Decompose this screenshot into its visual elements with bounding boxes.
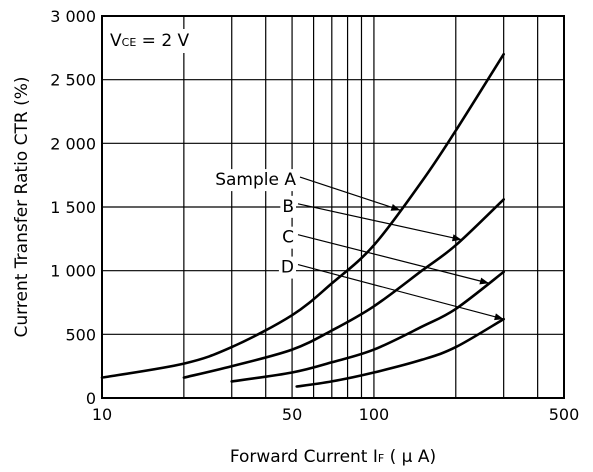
- annotation-arrow-head: [479, 277, 489, 285]
- series-curve-b: [182, 198, 505, 379]
- series-label-background: [280, 226, 296, 249]
- series-curve-a: [100, 52, 505, 379]
- series-curve-c: [230, 270, 505, 383]
- x-axis-title-subscript: F: [378, 452, 384, 465]
- series-label-background: [278, 256, 296, 279]
- y-tick-label: 2 000: [50, 134, 96, 153]
- annotation-arrow-head: [494, 313, 504, 321]
- x-tick-label: 500: [549, 405, 580, 424]
- x-axis-title-unit: ( μ A): [384, 447, 436, 467]
- series-label: B: [282, 197, 294, 217]
- x-tick-label: 50: [282, 405, 302, 424]
- series-label: D: [281, 258, 294, 278]
- condition-suffix: = 2 V: [136, 31, 189, 51]
- annotation-arrows: [297, 176, 504, 321]
- y-tick-label: 3 000: [50, 7, 96, 26]
- x-tick-labels: 10 50 100 500: [92, 405, 579, 424]
- x-axis-title-main: Forward Current I: [230, 447, 378, 467]
- y-tick-label: 2 500: [50, 71, 96, 90]
- y-tick-label: 1 500: [50, 198, 96, 217]
- series-curve-d: [295, 317, 505, 388]
- series-label-background: [213, 169, 299, 192]
- x-tick-label: 10: [92, 405, 112, 424]
- y-tick-label: 1 000: [50, 262, 96, 281]
- series-labels: Sample A BCD: [213, 169, 299, 279]
- series-label: Sample A: [215, 170, 296, 190]
- annotation-arrow-line: [297, 263, 504, 320]
- plot-frame: [101, 15, 565, 399]
- condition-label-background: [107, 29, 193, 53]
- series-curves: [100, 52, 505, 388]
- condition-prefix: V: [110, 31, 122, 51]
- y-tick-labels: 0 500 1 000 1 500 2 000 2 500 3 000: [50, 7, 96, 408]
- y-tick-label: 0: [86, 389, 96, 408]
- y-axis-title: Current Transfer Ratio CTR (%): [12, 77, 32, 338]
- annotation-arrow-head: [390, 204, 401, 211]
- series-label-background: [280, 195, 296, 218]
- condition-subscript: CE: [122, 36, 137, 49]
- annotation-arrow-line: [297, 234, 490, 284]
- annotation-arrow-head: [452, 234, 462, 242]
- series-label: C: [282, 228, 294, 248]
- condition-label: VCE = 2 V: [110, 31, 190, 51]
- annotation-arrow-line: [299, 176, 401, 211]
- y-tick-label: 500: [65, 325, 96, 344]
- x-tick-label: 100: [359, 405, 390, 424]
- x-axis-title: Forward Current IF ( μ A): [230, 447, 436, 467]
- annotation-arrow-line: [297, 203, 462, 241]
